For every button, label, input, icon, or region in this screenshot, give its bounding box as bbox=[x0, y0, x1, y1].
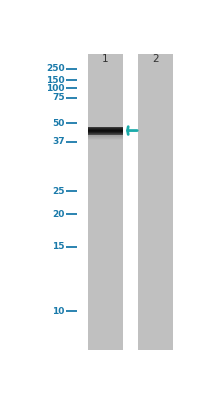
Bar bbox=[87, 133, 122, 134]
Bar bbox=[87, 134, 122, 135]
Bar bbox=[87, 127, 122, 128]
Bar bbox=[87, 127, 122, 128]
Bar bbox=[138, 54, 173, 350]
Text: 1: 1 bbox=[101, 54, 108, 64]
Bar bbox=[87, 130, 122, 131]
Text: 20: 20 bbox=[52, 210, 64, 219]
Text: 37: 37 bbox=[52, 138, 64, 146]
Bar bbox=[87, 126, 122, 127]
Bar bbox=[87, 129, 122, 130]
Bar bbox=[87, 132, 122, 133]
Text: 25: 25 bbox=[52, 187, 64, 196]
Text: 250: 250 bbox=[46, 64, 64, 74]
Text: 15: 15 bbox=[52, 242, 64, 251]
Text: 75: 75 bbox=[52, 93, 64, 102]
Bar bbox=[87, 128, 122, 129]
Bar bbox=[87, 131, 122, 132]
Text: 50: 50 bbox=[52, 119, 64, 128]
Bar bbox=[87, 54, 122, 350]
Bar bbox=[87, 134, 122, 135]
Bar bbox=[87, 129, 122, 130]
Text: 2: 2 bbox=[152, 54, 159, 64]
Text: 150: 150 bbox=[46, 76, 64, 85]
Text: 100: 100 bbox=[46, 84, 64, 92]
Text: 10: 10 bbox=[52, 307, 64, 316]
